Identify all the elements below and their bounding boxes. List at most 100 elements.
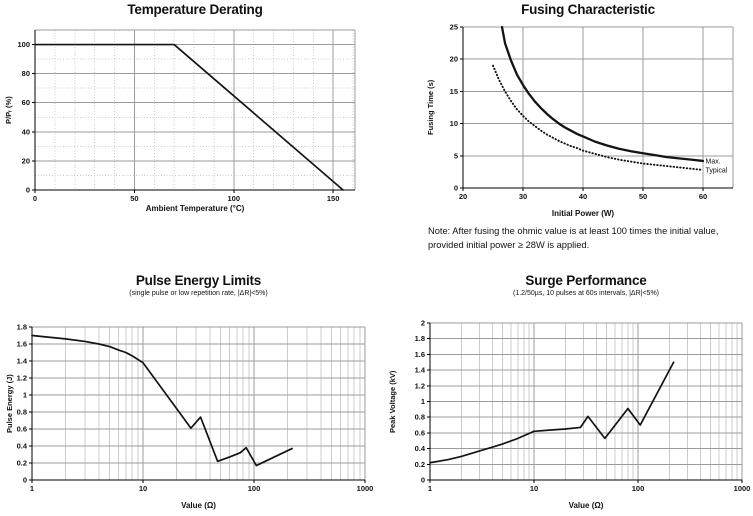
tick-label: 10 (139, 484, 147, 493)
y-ticks: 0 0.2 0.4 0.6 0.8 1 1.2 1.4 1.6 1.8 (17, 323, 32, 485)
fusing-note: Note: After fusing the ohmic value is at… (428, 226, 719, 250)
grid-major (430, 322, 743, 480)
tick-label: 50 (130, 194, 138, 203)
tick-label: 5 (454, 151, 458, 160)
tick-label: 1000 (734, 484, 751, 493)
tick-label: 0 (23, 476, 27, 485)
x-ticks: 1 10 100 1000 (428, 480, 750, 493)
chart-title: Temperature Derating (127, 2, 263, 17)
y-axis-label: P/Pᵣ (%) (4, 96, 13, 124)
tick-label: 0.8 (17, 408, 27, 417)
series: Max. Typical (492, 25, 728, 174)
series-max- (500, 25, 705, 163)
tick-label: 0.4 (17, 442, 28, 451)
series-end-label: Typical (706, 167, 728, 174)
tick-label: 0.2 (17, 459, 27, 468)
series-typical (492, 64, 704, 171)
tick-label: 0.6 (415, 428, 425, 437)
tick-label: 30 (519, 192, 527, 201)
x-axis-label: Value (Ω) (568, 501, 604, 510)
axes (31, 327, 365, 481)
tick-label: 20 (22, 156, 30, 165)
chart-pulse-energy-limits: Pulse Energy Limits (single pulse or low… (0, 270, 378, 516)
y-ticks: 0 20 40 60 80 100 (17, 40, 35, 195)
tick-label: 1 (23, 391, 27, 400)
tick-label: 1.8 (415, 334, 425, 343)
tick-label: 1.6 (17, 340, 27, 349)
series-derating-limit (34, 43, 344, 191)
tick-label: 1.6 (415, 350, 425, 359)
tick-label: 0.6 (17, 425, 27, 434)
tick-label: 2 (421, 319, 425, 328)
tick-label: 100 (632, 484, 645, 493)
series (31, 334, 293, 467)
tick-label: 20 (450, 55, 458, 64)
x-ticks: 0 50 100 150 (33, 190, 339, 203)
chart-title: Pulse Energy Limits (135, 273, 262, 288)
grid-major (463, 26, 734, 188)
y-ticks: 0 0.2 0.4 0.6 0.8 1 1.2 1.4 1.6 1.8 2 (415, 319, 430, 485)
tick-label: 1.2 (415, 381, 425, 390)
tick-label: 40 (22, 127, 30, 136)
tick-label: 50 (639, 192, 647, 201)
tick-label: 150 (327, 194, 340, 203)
chart-fusing-characteristic: Fusing Characteristic 20 30 40 50 60 0 5 10 15 20… (378, 0, 753, 268)
tick-label: 1.2 (17, 374, 27, 383)
axes (34, 30, 355, 191)
y-axis-label: Fusing Time (s) (426, 79, 435, 136)
tick-label: 100 (227, 194, 240, 203)
chart-title: Surge Performance (525, 273, 647, 288)
temperature-derating-plot: 0 50 100 150 0 20 40 60 80 100 (17, 29, 356, 203)
tick-label: 1000 (357, 484, 374, 493)
tick-label: 60 (22, 98, 30, 107)
tick-label: 20 (459, 192, 467, 201)
surge-performance-plot: 1 10 100 1000 0 0.2 0.4 0.6 0.8 1 1.2 1.4 1.6 1.8 2 (415, 319, 751, 494)
tick-label: 80 (22, 69, 30, 78)
tick-label: 0.2 (415, 460, 425, 469)
tick-label: 100 (17, 40, 30, 49)
tick-label: 10 (530, 484, 538, 493)
x-ticks: 20 30 40 50 60 (459, 188, 707, 201)
tick-label: 0 (421, 476, 425, 485)
tick-label: 1 (428, 484, 432, 493)
tick-label: 15 (450, 87, 458, 96)
grid-minor (35, 30, 355, 190)
tick-label: 1 (30, 484, 34, 493)
chart-surge-performance: Surge Performance (1.2/50µs, 10 pulses a… (378, 270, 753, 516)
tick-label: 100 (248, 484, 261, 493)
tick-label: 40 (579, 192, 587, 201)
tick-label: 0 (454, 184, 458, 193)
fusing-characteristic-plot: 20 30 40 50 60 0 5 10 15 20 25 Max. Typical (450, 23, 734, 201)
x-axis-label: Initial Power (W) (551, 209, 615, 218)
chart-title: Fusing Characteristic (521, 2, 655, 17)
tick-label: 0.8 (415, 413, 425, 422)
x-axis-label: Ambient Temperature (°C) (145, 204, 245, 213)
y-axis-label: Peak Voltage (kV) (388, 370, 397, 433)
tick-label: 1.4 (415, 366, 426, 375)
grid-major (32, 326, 366, 480)
series-end-label: Max. (706, 158, 721, 165)
tick-label: 0.4 (415, 444, 426, 453)
tick-label: 1.8 (17, 323, 27, 332)
chart-temperature-derating: Temperature Derating 0 50 100 150 0 20 40 60 80 1… (0, 0, 378, 268)
tick-label: 1 (421, 397, 425, 406)
tick-label: 60 (699, 192, 707, 201)
y-ticks: 0 5 10 15 20 25 (450, 23, 463, 193)
axes (462, 27, 733, 189)
chart-subtitle: (single pulse or low repetition rate, |Δ… (129, 290, 268, 297)
series (429, 361, 675, 464)
pulse-energy-plot: 1 10 100 1000 0 0.2 0.4 0.6 0.8 1 1.2 1.4 1.6 1.8 (17, 323, 374, 494)
y-axis-label: Pulse Energy (J) (5, 374, 14, 433)
tick-label: 25 (450, 23, 458, 32)
grid-major (35, 29, 356, 190)
x-axis-label: Value (Ω) (181, 501, 216, 510)
tick-label: 0 (33, 194, 37, 203)
x-ticks: 1 10 100 1000 (30, 480, 373, 493)
grid-minor (64, 327, 361, 480)
tick-label: 1.4 (17, 357, 28, 366)
tick-label: 10 (450, 119, 458, 128)
chart-subtitle: (1.2/50µs, 10 pulses at 60s intervals, |… (513, 290, 659, 297)
series-peak-voltage (429, 361, 675, 464)
series-pulse-energy (31, 334, 293, 467)
